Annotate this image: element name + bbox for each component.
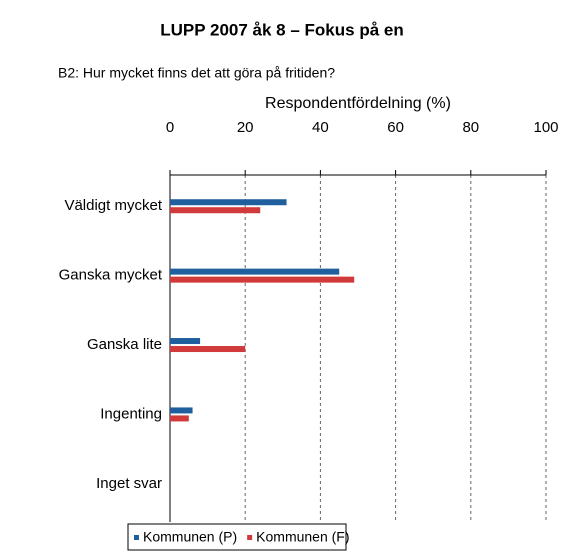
bar	[170, 276, 355, 283]
y-tick-label: Ganska mycket	[59, 267, 163, 284]
x-tick-label: 80	[462, 119, 479, 136]
axis-title: Respondentfördelning (%)	[265, 95, 451, 112]
y-tick-label: Ingenting	[100, 405, 162, 422]
bar	[170, 346, 246, 353]
bar	[170, 268, 340, 275]
bar	[170, 415, 189, 422]
legend-swatch	[247, 535, 253, 540]
x-tick-label: 60	[387, 119, 404, 136]
x-tick-label: 40	[312, 119, 329, 136]
bar	[170, 207, 261, 214]
y-tick-label: Ganska lite	[87, 336, 162, 353]
chart-subtitle: B2: Hur mycket finns det att göra på fri…	[58, 65, 335, 81]
x-tick-label: 100	[533, 119, 558, 136]
x-tick-label: 0	[166, 119, 174, 136]
y-tick-label: Inget svar	[96, 475, 162, 492]
legend-label: Kommunen (F)	[256, 529, 349, 545]
bar	[170, 338, 201, 345]
x-tick-label: 20	[237, 119, 254, 136]
chart-title: LUPP 2007 åk 8 – Fokus på en	[160, 20, 403, 39]
legend-label: Kommunen (P)	[143, 529, 237, 545]
legend-swatch	[134, 535, 139, 540]
bar	[170, 407, 193, 414]
y-tick-label: Väldigt mycket	[64, 197, 162, 214]
bar	[170, 199, 287, 206]
legend-box	[127, 523, 347, 551]
